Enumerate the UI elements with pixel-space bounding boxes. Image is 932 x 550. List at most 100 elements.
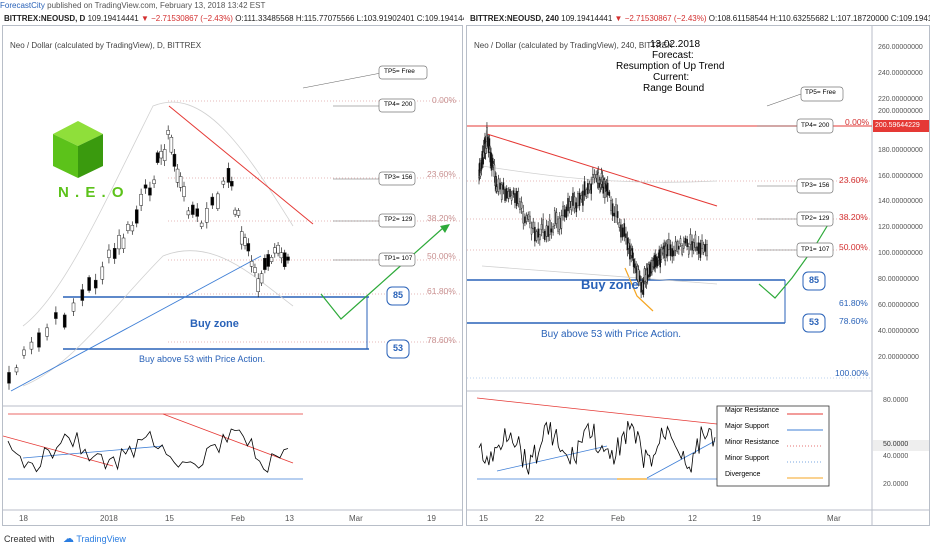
level-53-box[interactable] (386, 339, 410, 359)
tp5-box[interactable] (378, 65, 428, 80)
tradingview-cloud-icon: ☁ (63, 533, 75, 545)
candle (493, 164, 496, 177)
candle (621, 227, 624, 238)
tp5-leader (302, 72, 382, 89)
candle (80, 289, 85, 301)
forecast-heading: Forecast: (652, 50, 694, 61)
tp3-box[interactable] (378, 171, 416, 186)
candle (139, 193, 143, 206)
right-buy-zone-label: Buy zone (581, 277, 639, 292)
tp2-box[interactable] (796, 211, 834, 227)
candle (583, 181, 586, 196)
left-tp2-label: TP2= 129 (384, 216, 413, 223)
candle (570, 200, 573, 211)
candle (534, 226, 536, 242)
candle (205, 208, 209, 223)
candle (512, 190, 515, 195)
candle (610, 199, 612, 211)
candle (45, 327, 49, 337)
forecast-arrow-head (440, 224, 450, 233)
level-85-box[interactable] (386, 286, 410, 306)
tp3-box[interactable] (796, 178, 834, 194)
osc-tag-bg (873, 440, 929, 451)
level-85-box[interactable] (802, 271, 826, 291)
candle (527, 214, 530, 220)
left-xtick-2: 15 (165, 514, 174, 523)
candle (635, 267, 637, 274)
candle (286, 256, 290, 261)
candle (572, 192, 574, 206)
candle (582, 190, 584, 206)
candle (560, 215, 563, 229)
candle (683, 240, 685, 249)
candle (515, 190, 518, 207)
legend-box (716, 405, 830, 487)
candle (479, 172, 482, 177)
legend-minor-resistance: Minor Resistance (725, 439, 780, 446)
candle (545, 225, 548, 237)
candle (557, 218, 559, 232)
tp1-box[interactable] (796, 242, 834, 258)
candle (126, 224, 130, 231)
right-fib-618: 61.80% (839, 298, 868, 308)
candle (625, 233, 627, 238)
candle (575, 202, 578, 213)
right-tp5-label: TP5= Free (805, 89, 836, 96)
right-level-85: 85 (809, 275, 820, 285)
candle (22, 349, 26, 356)
candle (495, 176, 497, 190)
candle (689, 233, 692, 245)
tp4-box[interactable] (378, 98, 416, 113)
candle (509, 189, 511, 198)
osc-value-tag: 50.0000 (883, 441, 909, 448)
candle (613, 212, 616, 217)
ytick-40: 40.00000000 (878, 328, 919, 335)
candle (629, 245, 631, 260)
publisher-link[interactable]: ForecastCity (0, 1, 45, 10)
candle (166, 130, 170, 135)
left-fib-786: 78.60% (427, 335, 456, 345)
candle (37, 332, 41, 348)
candle (630, 250, 632, 256)
candle (616, 211, 619, 219)
right-quote-bar: BITTREX:NEOUSD, 240 109.19414441 ▼ −2.71… (470, 12, 930, 25)
left-ohlc: O:111.33485568 H:115.77075566 L:103.9190… (235, 14, 464, 23)
left-chart-canvas[interactable] (3, 26, 463, 526)
level-53-box[interactable] (802, 313, 826, 333)
left-chart-panel[interactable]: Neo / Dollar (calculated by TradingView)… (2, 25, 463, 526)
candle (544, 230, 546, 241)
candle (520, 201, 523, 209)
candle (191, 204, 195, 215)
candle (696, 246, 698, 251)
legend-minor-support: Minor Support (725, 455, 769, 462)
tp4-box[interactable] (796, 118, 834, 134)
candle (143, 184, 148, 189)
candle (676, 241, 678, 252)
right-chart-panel[interactable]: Neo / Dollar (calculated by TradingView)… (466, 25, 930, 526)
candle (112, 248, 117, 259)
legend-major-support: Major Support (725, 423, 769, 430)
tp1-box[interactable] (378, 252, 416, 267)
candle (563, 209, 566, 218)
osc-tick-20: 20.0000 (883, 481, 909, 488)
candle (593, 174, 596, 179)
ytick-220: 220.00000000 (878, 96, 923, 103)
left-quote-bar: BITTREX:NEOUSD, D 109.19414441 ▼ −2.7153… (4, 12, 464, 25)
candle (279, 252, 284, 259)
tp5-box[interactable] (800, 86, 844, 102)
left-fib-382: 38.20% (427, 213, 456, 223)
current-price-tag: 200.59644229 (875, 122, 920, 129)
candle (656, 258, 659, 267)
tp2-box[interactable] (378, 213, 416, 228)
right-chart-canvas[interactable] (467, 26, 930, 526)
candle (540, 224, 543, 230)
right-fib-236: 23.60% (839, 175, 868, 185)
right-symbol: BITTREX:NEOUSD, 240 (470, 14, 559, 23)
candle (642, 279, 645, 295)
candle (497, 178, 500, 192)
left-buy-zone-label: Buy zone (190, 318, 239, 330)
left-fib-0: 0.00% (432, 95, 457, 105)
left-xtick-6: 19 (427, 514, 436, 523)
publish-text: published on TradingView.com, February 1… (47, 1, 266, 10)
tradingview-brand[interactable]: TradingView (76, 534, 126, 544)
